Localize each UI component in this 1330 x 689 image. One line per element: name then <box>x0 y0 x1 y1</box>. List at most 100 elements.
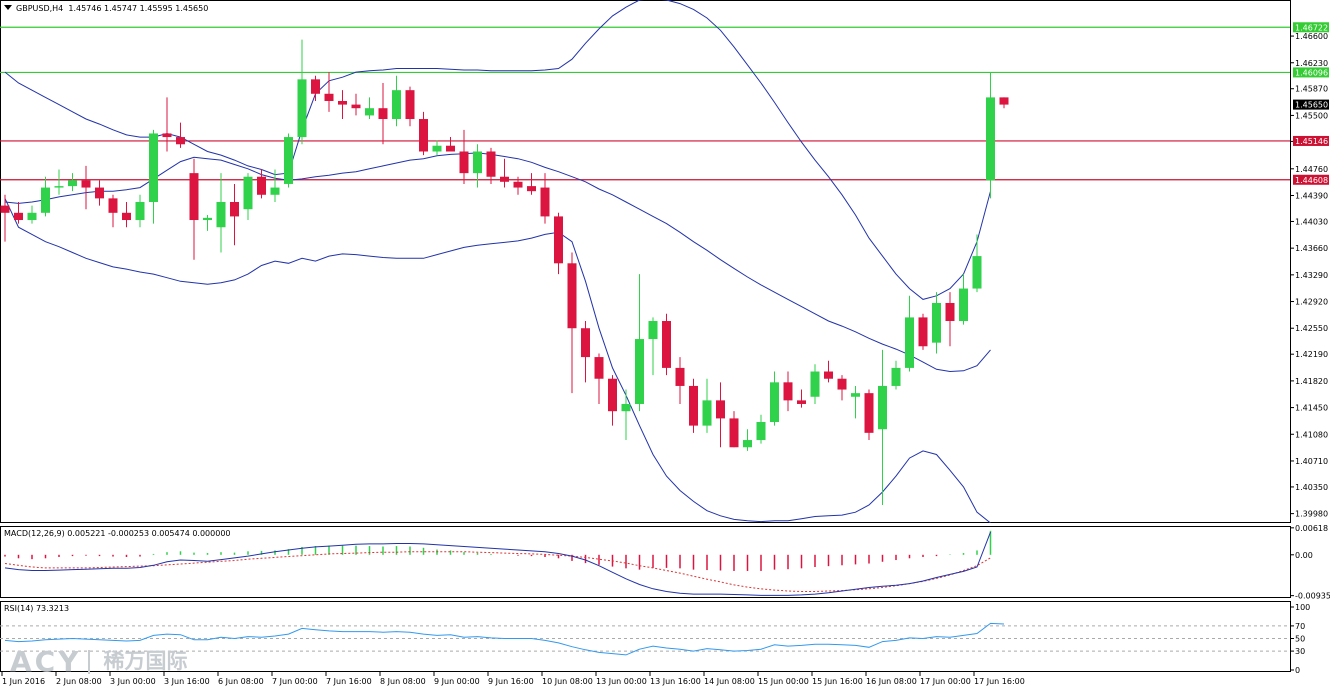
bull-candle-body[interactable] <box>149 133 158 202</box>
bear-candle-body[interactable] <box>945 302 955 322</box>
bear-candle-body[interactable] <box>783 382 793 401</box>
bear-candle-body[interactable] <box>540 187 550 217</box>
bull-candle-body[interactable] <box>743 440 752 448</box>
bear-candle-body[interactable] <box>81 180 91 188</box>
bull-candle-body[interactable] <box>770 382 779 423</box>
bull-candle-body[interactable] <box>216 201 226 228</box>
bull-candle-body[interactable] <box>878 385 887 430</box>
bull-candle-body[interactable] <box>135 201 145 221</box>
bear-candle-body[interactable] <box>918 317 928 347</box>
bear-candle-body[interactable] <box>581 328 590 358</box>
bull-candle-body[interactable] <box>243 176 253 210</box>
bull-candle-body[interactable] <box>392 90 401 120</box>
bear-candle-body[interactable] <box>797 400 806 404</box>
bear-candle-body[interactable] <box>446 145 455 152</box>
bear-candle-body[interactable] <box>108 198 118 213</box>
broker-watermark-logo: ACY 稀万国际 <box>10 645 188 678</box>
bear-candle-body[interactable] <box>230 201 239 217</box>
bull-candle-body[interactable] <box>203 217 212 221</box>
bear-candle-body[interactable] <box>513 181 523 188</box>
bear-candle-body[interactable] <box>837 378 847 390</box>
bull-candle-body[interactable] <box>810 371 820 397</box>
bull-candle-body[interactable] <box>473 151 482 174</box>
bear-candle-body[interactable] <box>864 393 874 433</box>
rsi-panel-frame <box>0 601 1291 672</box>
bear-candle-body[interactable] <box>405 90 415 120</box>
time-axis-label: 16 Jun 08:00 <box>866 677 917 686</box>
bull-candle-body[interactable] <box>68 180 77 187</box>
bear-candle-body[interactable] <box>594 357 604 379</box>
bear-candle-body[interactable] <box>716 400 725 419</box>
price-axis-label: 1.46230 <box>1295 59 1328 68</box>
bear-candle-body[interactable] <box>500 176 509 182</box>
bear-candle-body[interactable] <box>729 418 739 448</box>
bull-candle-body[interactable] <box>41 187 50 213</box>
bear-candle-body[interactable] <box>0 205 10 213</box>
bull-candle-body[interactable] <box>756 422 766 441</box>
chart-menu-triangle-icon[interactable] <box>4 5 12 10</box>
bear-candle-body[interactable] <box>189 173 199 221</box>
bear-candle-body[interactable] <box>675 367 685 386</box>
time-axis-label: 9 Jun 16:00 <box>488 677 534 686</box>
watermark-separator <box>87 650 90 674</box>
bull-candle-body[interactable] <box>432 145 442 152</box>
macd-panel-frame <box>0 526 1291 598</box>
bear-candle-body[interactable] <box>567 263 577 329</box>
support-level-tag <box>1293 174 1329 185</box>
bear-candle-body[interactable] <box>257 176 266 195</box>
price-axis-label: 1.44030 <box>1295 217 1328 226</box>
bear-candle-body[interactable] <box>608 378 617 412</box>
bull-candle-body[interactable] <box>54 186 64 188</box>
bear-candle-body[interactable] <box>527 186 536 192</box>
bear-candle-body[interactable] <box>999 97 1009 105</box>
price-axis-label: 1.43290 <box>1295 271 1328 280</box>
bear-candle-body[interactable] <box>162 133 172 138</box>
bear-candle-body[interactable] <box>689 385 698 426</box>
time-axis-label: 3 Jun 16:00 <box>164 677 210 686</box>
bull-candle-body[interactable] <box>959 288 968 322</box>
watermark-latin: ACY <box>10 645 82 678</box>
bull-candle-body[interactable] <box>635 339 644 404</box>
bull-candle-body[interactable] <box>621 403 631 412</box>
bear-candle-body[interactable] <box>662 321 671 368</box>
rsi-axis-label: 30 <box>1295 647 1305 656</box>
bear-candle-body[interactable] <box>311 79 320 94</box>
bull-candle-body[interactable] <box>986 97 995 181</box>
macd-main-line <box>4 531 991 596</box>
price-axis-label: 1.45870 <box>1295 85 1328 94</box>
bear-candle-body[interactable] <box>338 100 347 105</box>
macd-axis-label: 0.00618 <box>1295 524 1328 533</box>
bull-candle-body[interactable] <box>932 302 941 343</box>
bull-candle-body[interactable] <box>702 400 712 426</box>
bull-candle-body[interactable] <box>27 212 37 221</box>
bear-candle-body[interactable] <box>419 119 428 152</box>
bear-candle-body[interactable] <box>486 151 496 177</box>
rsi-axis-label: 70 <box>1295 622 1305 631</box>
bull-candle-body[interactable] <box>905 317 914 368</box>
price-axis-label: 1.44390 <box>1295 191 1328 200</box>
bear-candle-body[interactable] <box>14 212 23 221</box>
bull-candle-body[interactable] <box>297 79 307 138</box>
bull-candle-body[interactable] <box>648 321 658 340</box>
bull-candle-body[interactable] <box>365 108 374 116</box>
bear-candle-body[interactable] <box>95 187 104 199</box>
bull-candle-body[interactable] <box>851 393 860 397</box>
bear-candle-body[interactable] <box>554 216 563 264</box>
bear-candle-body[interactable] <box>351 104 361 109</box>
bear-candle-body[interactable] <box>324 93 334 101</box>
bull-candle-body[interactable] <box>284 137 293 184</box>
bear-candle-body[interactable] <box>459 151 469 174</box>
bear-candle-body[interactable] <box>176 137 185 145</box>
rsi-header: RSI(14) 73.3213 <box>4 604 70 613</box>
bear-candle-body[interactable] <box>122 212 131 221</box>
bull-candle-body[interactable] <box>270 187 280 195</box>
macd-histogram <box>4 530 992 571</box>
bull-candle-body[interactable] <box>891 367 901 386</box>
main-chart-header: GBPUSD,H4 1.45746 1.45747 1.45595 1.4565… <box>4 4 208 13</box>
bear-candle-body[interactable] <box>378 108 388 120</box>
bear-candle-body[interactable] <box>824 371 833 379</box>
time-axis-label: 9 Jun 00:00 <box>434 677 480 686</box>
price-axis-label: 1.40710 <box>1295 457 1328 466</box>
bull-candle-body[interactable] <box>972 256 982 289</box>
